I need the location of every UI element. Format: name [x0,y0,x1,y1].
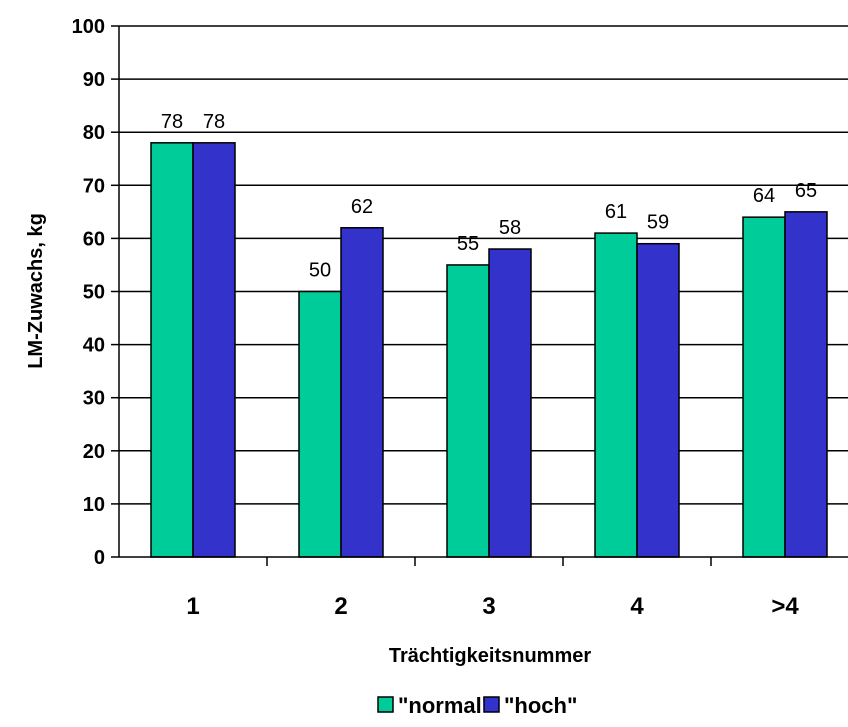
bars [150,142,828,558]
bar [340,227,384,558]
labels: 78 78 50 62 55 58 61 59 64 65 [161,111,817,282]
x-category-label: 2 [334,593,347,620]
data-label: 61 [605,201,627,223]
y-tick-label: 100 [72,16,105,38]
bar [488,248,532,558]
legend-swatch [377,696,394,713]
legend-swatch [483,696,500,713]
data-label: 64 [753,185,775,207]
x-category-label: 1 [186,593,199,620]
y-tick-label: 40 [83,335,105,357]
bar [636,242,680,558]
bar [784,211,828,558]
y-tick-label: 60 [83,228,105,250]
y-tick-label: 70 [83,175,105,197]
x-category-label: 3 [482,593,495,620]
y-tick-label: 0 [94,547,105,569]
legend: "normal" "hoch" [377,693,577,718]
data-label: 59 [647,212,669,234]
legend-label: "normal" [398,693,492,718]
axes: 0 10 20 30 40 50 60 70 80 90 100 1 2 3 4 >4 [72,16,848,620]
y-tick-label: 30 [83,388,105,410]
data-label: 55 [457,233,479,255]
data-label: 65 [795,180,817,202]
bar [298,290,342,558]
x-category-label: 4 [630,593,644,620]
data-label: 78 [161,111,183,133]
x-category-label: >4 [771,593,799,620]
y-tick-label: 80 [83,122,105,144]
y-axis-title: LM-Zuwachs, kg [25,213,47,369]
data-label: 78 [203,111,225,133]
bar [446,264,490,558]
y-tick-label: 10 [83,494,105,516]
y-tick-label: 50 [83,282,105,304]
data-label: 62 [351,196,373,218]
bar [192,142,236,558]
data-label: 50 [309,260,331,282]
bar [594,232,638,558]
x-axis-title: Trächtigkeitsnummer [389,645,592,667]
y-tick-label: 90 [83,69,105,91]
y-tick-label: 20 [83,441,105,463]
bar [742,216,786,558]
data-label: 58 [499,217,521,239]
bar [150,142,194,558]
legend-label: "hoch" [504,693,577,718]
